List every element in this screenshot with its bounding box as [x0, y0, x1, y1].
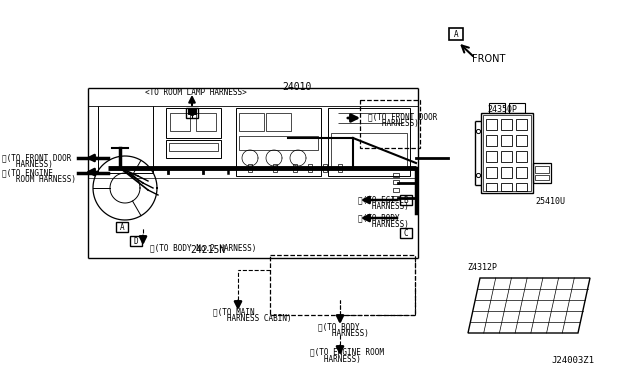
Text: HARNESS): HARNESS): [310, 355, 361, 364]
Bar: [535, 166, 549, 173]
Bar: [116, 222, 128, 232]
Text: ⓖ(TO EGI: ⓖ(TO EGI: [358, 195, 395, 204]
Bar: [483, 115, 531, 191]
Bar: [170, 113, 190, 131]
Bar: [186, 108, 198, 118]
Bar: [130, 236, 142, 246]
Bar: [486, 183, 497, 191]
Text: HARNESS): HARNESS): [368, 119, 419, 128]
Text: J24003Z1: J24003Z1: [551, 356, 594, 365]
Text: ⓗ(TO BODY No.2 HARNESS): ⓗ(TO BODY No.2 HARNESS): [150, 243, 257, 252]
Bar: [501, 167, 512, 178]
Bar: [486, 151, 497, 162]
Text: HARNESS CABIN): HARNESS CABIN): [213, 314, 292, 323]
Bar: [516, 135, 527, 146]
Bar: [293, 164, 297, 172]
Text: ⓙ(TO BODY: ⓙ(TO BODY: [318, 322, 360, 331]
Bar: [501, 151, 512, 162]
Bar: [196, 113, 216, 131]
Text: B: B: [404, 196, 408, 205]
Bar: [393, 173, 399, 177]
Text: ⓘ(TO BODY: ⓘ(TO BODY: [358, 213, 399, 222]
Bar: [270, 255, 415, 315]
Text: ⓒ(TO ENGINE: ⓒ(TO ENGINE: [2, 168, 53, 177]
Bar: [328, 108, 410, 176]
Bar: [516, 167, 527, 178]
Bar: [266, 113, 291, 131]
Bar: [323, 164, 327, 172]
Text: FRONT: FRONT: [472, 54, 506, 64]
Bar: [533, 163, 551, 183]
Text: ⓔ(TO ENGINE ROOM: ⓔ(TO ENGINE ROOM: [310, 347, 384, 356]
Bar: [501, 135, 512, 146]
Text: D: D: [134, 237, 138, 246]
Bar: [516, 151, 527, 162]
Bar: [509, 103, 525, 113]
Bar: [393, 196, 399, 200]
Bar: [400, 195, 412, 205]
Bar: [449, 28, 463, 40]
Bar: [400, 228, 412, 238]
Bar: [489, 103, 505, 113]
Bar: [501, 119, 512, 130]
Bar: [273, 164, 277, 172]
Bar: [188, 108, 196, 114]
Bar: [169, 143, 218, 151]
Text: HARNESS): HARNESS): [2, 160, 53, 169]
Text: ROOM HARNESS): ROOM HARNESS): [2, 175, 76, 184]
Text: E: E: [189, 109, 195, 118]
Bar: [239, 113, 264, 131]
Bar: [516, 119, 527, 130]
Bar: [360, 100, 420, 148]
Bar: [516, 183, 527, 191]
Text: 24010: 24010: [282, 82, 312, 92]
Bar: [486, 135, 497, 146]
Bar: [166, 108, 221, 138]
Bar: [166, 140, 221, 158]
Bar: [535, 175, 549, 180]
Bar: [481, 113, 533, 193]
Text: HARNESS): HARNESS): [358, 202, 409, 211]
Text: 24350P: 24350P: [487, 105, 517, 114]
Bar: [393, 180, 399, 184]
Text: A: A: [454, 29, 458, 38]
Text: C: C: [404, 228, 408, 237]
Text: 25410U: 25410U: [535, 197, 565, 206]
Text: <TO ROOM LAMP HARNESS>: <TO ROOM LAMP HARNESS>: [145, 88, 247, 97]
Text: ⓚ(TO FRONT DOOR: ⓚ(TO FRONT DOOR: [2, 153, 72, 162]
Bar: [501, 183, 512, 191]
Bar: [393, 188, 399, 192]
Bar: [486, 119, 497, 130]
Bar: [248, 164, 252, 172]
Text: Z4312P: Z4312P: [467, 263, 497, 272]
Bar: [338, 164, 342, 172]
Bar: [331, 133, 407, 168]
Text: ⓝ(TO MAIN: ⓝ(TO MAIN: [213, 307, 255, 316]
Text: A: A: [120, 222, 124, 231]
Text: 24215N: 24215N: [190, 245, 225, 255]
Text: ⓘ(TO FRONT DOOR: ⓘ(TO FRONT DOOR: [368, 112, 437, 121]
Bar: [486, 167, 497, 178]
Bar: [236, 108, 321, 176]
Bar: [239, 136, 318, 150]
Text: HARNESS): HARNESS): [318, 329, 369, 338]
Text: HARNESS): HARNESS): [358, 220, 409, 229]
Bar: [308, 164, 312, 172]
